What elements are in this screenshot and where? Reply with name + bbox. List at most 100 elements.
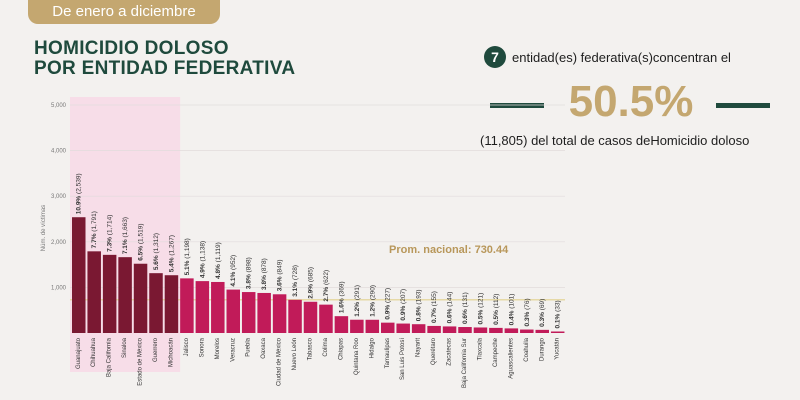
category-label: Guerrero	[153, 337, 159, 362]
value-labels: 10.9% (2,539) 7.7% (1,791) 7.3% (1,714) 7.1…	[75, 173, 561, 328]
y-tick-label: 4,000	[51, 149, 67, 155]
value-label: 3.1% (728)	[292, 265, 299, 297]
category-label: Chiapas	[338, 338, 344, 360]
bar	[442, 326, 457, 333]
y-tick-label: 2,000	[51, 240, 67, 246]
bar	[272, 294, 287, 333]
bar	[211, 281, 225, 333]
category-label: San Luis Potosí	[400, 338, 406, 380]
period-badge: De enero a diciembre	[28, 0, 220, 24]
value-label: 7.1% (1,663)	[122, 217, 129, 254]
value-label: 0.7% (155)	[431, 291, 438, 323]
bar	[87, 251, 101, 333]
category-label: Baja California	[107, 337, 113, 377]
title-line-2: POR ENTIDAD FEDERATIVA	[34, 58, 296, 79]
category-label: Oaxaca	[261, 337, 267, 358]
category-label: Puebla	[246, 337, 252, 356]
bar	[180, 278, 194, 333]
value-label: 5.1% (1,198)	[183, 238, 190, 275]
bar	[288, 299, 302, 333]
bar	[489, 327, 503, 333]
category-label: Quintana Roo	[354, 337, 360, 375]
percent-value: 50.5%	[568, 77, 694, 126]
category-label: Aguascalientes	[508, 338, 514, 379]
value-label: 5.4% (1,267)	[168, 235, 175, 272]
category-label: Campeche	[493, 337, 499, 367]
category-label: Nuevo León	[292, 338, 298, 370]
bar	[149, 273, 163, 333]
category-label: Baja California Sur	[462, 338, 468, 388]
value-label: 0.5% (112)	[492, 294, 499, 325]
cases-text: (11,805) del total de casos deHomicidio …	[480, 133, 750, 148]
entities-text: entidad(es) federativa(s)concentran el	[512, 50, 731, 65]
value-label: 6.5% (1,519)	[137, 223, 144, 260]
category-label: Hidalgo	[369, 337, 375, 358]
value-label: 0.3% (76)	[523, 298, 530, 326]
bar	[334, 316, 349, 333]
bar	[473, 327, 488, 333]
category-label: Chihuahua	[91, 337, 97, 367]
value-label: 0.5% (121)	[477, 293, 484, 325]
title-line-1: HOMICIDIO DOLOSO	[34, 38, 229, 59]
value-label: 1.6% (369)	[338, 281, 345, 313]
bar	[72, 217, 86, 333]
bar	[396, 323, 410, 333]
value-label: 1.2% (290)	[369, 285, 376, 317]
bar	[535, 329, 549, 333]
bar	[504, 328, 519, 333]
category-label: Tlaxcala	[477, 337, 483, 360]
category-label: Jalisco	[184, 337, 190, 356]
bar	[365, 319, 380, 333]
bar	[520, 329, 534, 333]
value-label: 0.6% (131)	[462, 292, 469, 324]
y-axis-ticks: 1,000 2,000 3,000 4,000 5,000	[51, 103, 67, 291]
bars	[72, 217, 565, 333]
bar	[118, 257, 132, 333]
average-label: Prom. nacional: 730.44	[389, 244, 509, 256]
category-label: Michoacán	[168, 338, 174, 367]
value-label: 0.4% (101)	[508, 294, 515, 326]
category-label: Querétaro	[431, 337, 437, 365]
bar	[164, 275, 179, 333]
bar	[303, 301, 318, 333]
value-label: 4.9% (1,138)	[199, 241, 206, 278]
category-label: Yucatán	[555, 338, 561, 360]
bar	[102, 254, 117, 333]
percent-rule-left	[490, 103, 544, 108]
bar	[411, 324, 426, 333]
y-axis-label: Núm. de víctimas	[41, 205, 47, 251]
bar	[241, 292, 256, 333]
value-label: 1.2% (291)	[353, 285, 360, 317]
bar	[133, 263, 148, 333]
bar	[226, 289, 240, 333]
category-label: Durango	[539, 337, 545, 361]
category-label: Estado de México	[138, 337, 144, 385]
category-label: Sonora	[199, 337, 205, 357]
value-label: 3.8% (898)	[245, 257, 252, 289]
category-label: Nayarit	[416, 338, 422, 357]
category-label: Tamaulipas	[385, 338, 391, 368]
value-label: 3.8% (878)	[261, 258, 268, 290]
value-label: 4.1% (952)	[230, 255, 237, 287]
value-label: 2.7% (622)	[322, 270, 329, 302]
bar	[195, 281, 210, 333]
value-label: 0.1% (33)	[554, 300, 561, 328]
category-label: Zacatecas	[447, 338, 453, 366]
value-label: 5.6% (1,312)	[153, 233, 160, 270]
value-label: 7.3% (1,714)	[106, 215, 113, 252]
y-tick-label: 3,000	[51, 194, 67, 200]
bar	[257, 292, 271, 333]
category-label: Morelos	[215, 338, 221, 359]
value-label: 0.9% (227)	[384, 288, 391, 320]
value-label: 0.3% (69)	[539, 299, 546, 327]
value-label: 2.9% (685)	[307, 267, 314, 299]
value-label: 7.7% (1,791)	[91, 211, 98, 248]
bar	[458, 327, 472, 333]
category-label: Coahuila	[524, 337, 530, 361]
category-labels: Guanajuato Chihuahua Baja California Sinalo…	[76, 337, 561, 388]
bar	[550, 331, 565, 333]
value-label: 0.9% (207)	[400, 289, 407, 321]
bar	[381, 322, 395, 333]
bar	[319, 304, 333, 333]
